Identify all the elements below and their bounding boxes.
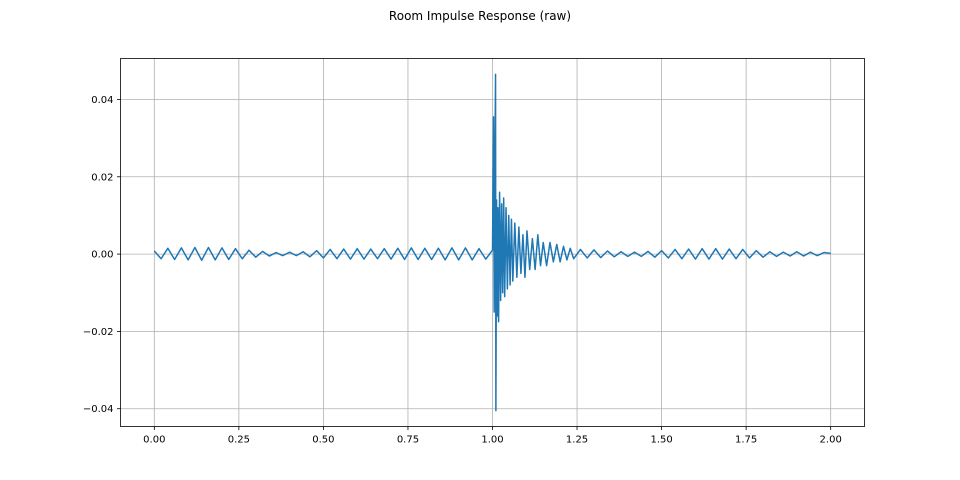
y-tick-label: 0.00: [91, 250, 113, 261]
plot-lines: [153, 73, 831, 412]
x-tick-label: 0.25: [228, 435, 250, 446]
x-tick-label: 0.75: [397, 435, 419, 446]
y-tick-label: −0.02: [83, 327, 114, 338]
x-tick-label: 1.75: [735, 435, 757, 446]
y-axis: −0.04 −0.02 0.00 0.02 0.04: [83, 95, 121, 415]
x-tick-label: 1.00: [481, 435, 503, 446]
x-tick-label: 0.50: [312, 435, 334, 446]
x-tick-label: 1.50: [650, 435, 672, 446]
x-tick-label: 2.00: [820, 435, 842, 446]
series-line-0: [153, 73, 831, 412]
x-tick-label: 1.25: [566, 435, 588, 446]
chart-title: Room Impulse Response (raw): [389, 9, 571, 23]
y-tick-label: 0.02: [91, 172, 113, 183]
y-tick-label: −0.04: [83, 404, 114, 415]
y-tick-label: 0.04: [91, 95, 113, 106]
x-tick-label: 0.00: [143, 435, 165, 446]
x-axis: 0.00 0.25 0.50 0.75 1.00 1.25 1.50 1.75 2.00: [143, 426, 842, 446]
